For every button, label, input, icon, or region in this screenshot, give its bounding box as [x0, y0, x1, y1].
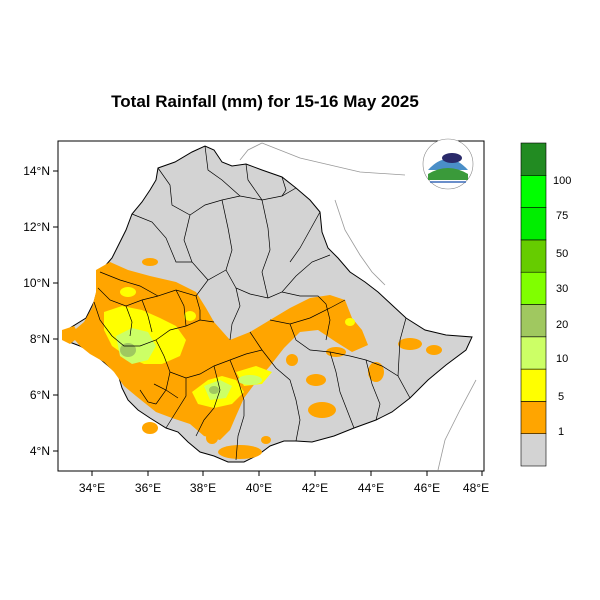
legend-swatch: [520, 433, 547, 467]
x-tick-label: 36°E: [135, 481, 161, 495]
legend-swatch: [520, 175, 547, 208]
y-tick-label: 14°N: [23, 164, 50, 178]
x-tick-label: 48°E: [463, 481, 489, 495]
y-tick-label: 12°N: [23, 220, 50, 234]
admin-boundaries: [93, 145, 411, 461]
legend-label: 10: [556, 353, 568, 365]
legend-labels: 1 5 10 20 30 50 75 100: [553, 175, 571, 438]
x-tick-label: 40°E: [246, 481, 272, 495]
y-tick-label: 10°N: [23, 276, 50, 290]
legend-swatch: [520, 142, 547, 176]
x-tick-label: 34°E: [79, 481, 105, 495]
x-tick-label: 38°E: [190, 481, 216, 495]
legend-swatch: [520, 401, 547, 434]
legend-label: 75: [556, 210, 568, 222]
legend-swatch: [520, 271, 547, 305]
x-tick-label: 46°E: [414, 481, 440, 495]
legend-label: 1: [558, 426, 564, 438]
x-axis-labels: 34°E 36°E 38°E 40°E 42°E 44°E 46°E 48°E: [79, 481, 489, 495]
legend-label: 50: [556, 248, 568, 260]
agency-logo: [422, 138, 474, 190]
map-title: Total Rainfall (mm) for 15-16 May 2025: [111, 92, 419, 111]
y-tick-label: 4°N: [30, 444, 50, 458]
neighbor-borders: [239, 142, 477, 471]
legend-swatch: [520, 207, 547, 241]
y-tick-label: 8°N: [30, 332, 50, 346]
x-tick-label: 42°E: [302, 481, 328, 495]
legend-swatch: [520, 304, 547, 338]
legend-swatch: [520, 336, 547, 370]
x-tick-label: 44°E: [358, 481, 384, 495]
legend-label: 30: [556, 283, 568, 295]
legend-colorbar: [520, 142, 547, 467]
legend-label: 100: [553, 175, 571, 187]
legend-label: 5: [558, 391, 564, 403]
axis-ticks: [53, 170, 483, 476]
legend-swatch: [520, 239, 547, 273]
y-axis-labels: 14°N 12°N 10°N 8°N 6°N 4°N: [23, 164, 50, 458]
y-tick-label: 6°N: [30, 388, 50, 402]
legend-label: 20: [556, 319, 568, 331]
legend-swatch: [520, 368, 547, 402]
